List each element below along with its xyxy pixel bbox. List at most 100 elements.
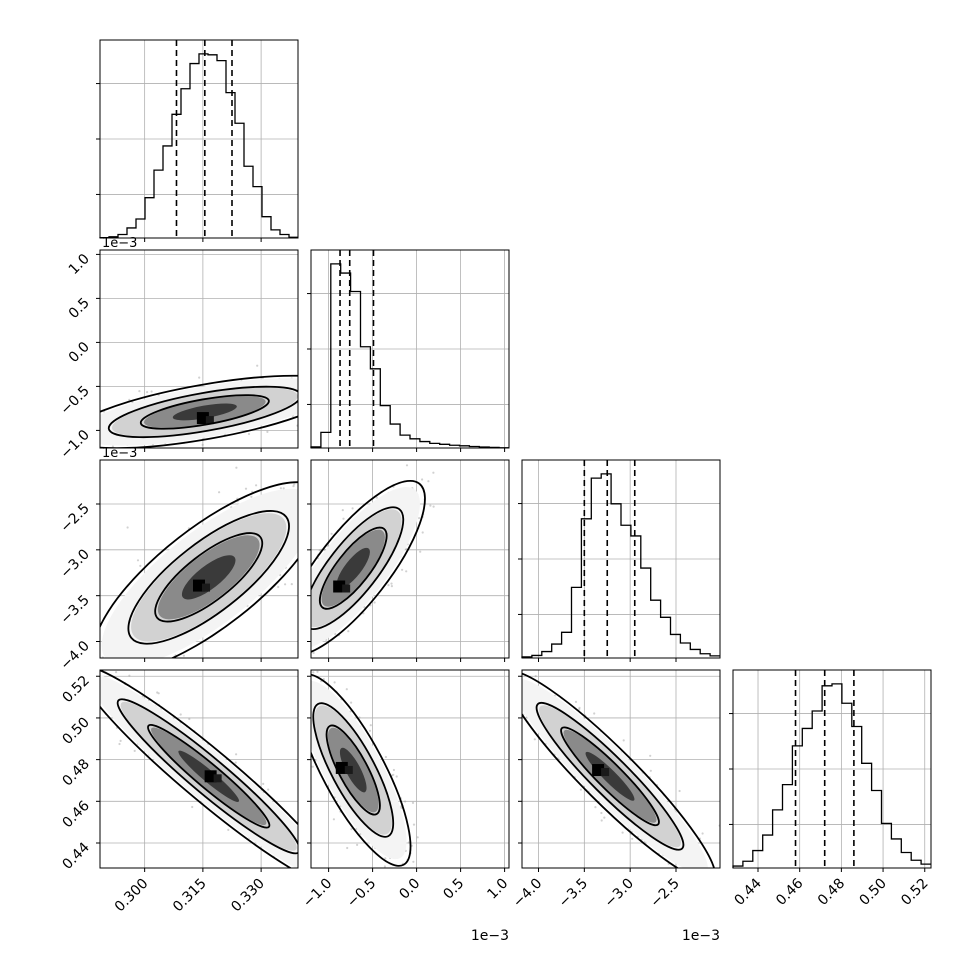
sample-point (593, 712, 596, 715)
sample-point (306, 863, 308, 865)
scatter-panel-1-0 (42, 364, 322, 456)
sample-point (298, 605, 300, 607)
sample-point (42, 454, 44, 456)
sample-point (649, 769, 652, 772)
sample-point (331, 499, 333, 501)
histogram-step-0 (99, 53, 298, 239)
sample-point (689, 875, 691, 877)
panel-2-2-grid (518, 460, 720, 662)
contour-2 (139, 394, 270, 430)
sample-point (323, 850, 325, 852)
sample-point (291, 646, 293, 648)
contour-0 (522, 670, 717, 868)
sample-point (313, 396, 315, 398)
sample-point (519, 668, 521, 670)
sample-point (255, 484, 258, 487)
sample-point (53, 428, 55, 430)
y-tick-label: −2.5 (57, 501, 92, 536)
sample-point (469, 649, 471, 651)
sample-point (351, 507, 354, 510)
y-tick-label: 0.46 (59, 798, 92, 831)
sample-point (323, 501, 325, 503)
sample-point (286, 871, 288, 873)
sample-point (419, 550, 422, 553)
sample-point (490, 636, 492, 638)
scatter-panel-2-0 (72, 455, 357, 699)
sample-point (320, 393, 322, 395)
sample-point (316, 388, 318, 390)
sample-point (301, 622, 303, 624)
sample-point (400, 877, 402, 879)
sample-point (68, 429, 70, 431)
sample-point (306, 390, 308, 392)
sample-point (705, 890, 707, 892)
sample-point (307, 597, 309, 599)
contour-1 (116, 698, 298, 855)
sample-point (81, 662, 83, 664)
sample-point (303, 838, 305, 840)
sample-point (138, 390, 141, 393)
panel-frame-2-1 (310, 459, 510, 659)
x-tick-label: −3.5 (556, 876, 591, 911)
sample-point (311, 765, 314, 768)
sample-point (313, 394, 315, 396)
sample-point (92, 427, 94, 429)
x-tick-label: 0.46 (773, 875, 806, 908)
y-offset-label: 1e−3 (102, 236, 137, 251)
sample-point (179, 713, 182, 716)
sample-point (250, 495, 253, 498)
sample-point (90, 697, 92, 699)
sample-point (314, 478, 316, 480)
contour-2 (560, 726, 660, 827)
sample-point (58, 432, 60, 434)
x-tick-label: −1.0 (300, 876, 335, 911)
contour-2 (154, 532, 264, 623)
sample-point (294, 597, 296, 599)
sample-point (132, 680, 134, 682)
sample-point (302, 700, 304, 702)
sample-point (432, 505, 435, 508)
sample-point (513, 699, 515, 701)
sample-point (421, 904, 423, 906)
sample-point (350, 701, 353, 704)
sample-point (362, 910, 364, 912)
sample-point (29, 622, 31, 624)
sample-point (428, 872, 430, 874)
sample-point (325, 667, 327, 669)
sample-point (308, 612, 310, 614)
x-tick-label: −2.5 (647, 876, 682, 911)
sample-point (578, 706, 581, 710)
y-tick-label: 0.44 (59, 839, 92, 872)
sample-point (314, 827, 316, 829)
sample-point (316, 379, 318, 381)
sample-point (119, 739, 122, 743)
density-peak-2 (601, 768, 610, 777)
sample-point (96, 407, 98, 409)
sample-point (303, 630, 305, 632)
sample-point (73, 626, 75, 628)
sample-point (267, 611, 269, 613)
sample-point (293, 875, 295, 877)
histogram-step-1 (310, 263, 509, 449)
sample-point (312, 858, 314, 860)
sample-point (299, 634, 301, 636)
contour-2 (318, 526, 388, 610)
sample-point (295, 697, 297, 699)
sample-point (326, 876, 328, 878)
sample-point (579, 788, 583, 791)
x-tick-label: 0.330 (228, 876, 268, 916)
sample-point (308, 721, 310, 723)
sample-point (259, 623, 261, 625)
sample-point (510, 709, 512, 711)
sample-point (302, 542, 304, 544)
sample-point (355, 455, 357, 457)
sample-point (279, 663, 281, 665)
panel-frame-1-1 (310, 249, 510, 449)
sample-point (93, 443, 95, 445)
sample-point (309, 873, 311, 875)
sample-point (300, 486, 302, 488)
sample-point (284, 583, 287, 586)
sample-point (156, 691, 159, 694)
sample-point (72, 625, 74, 627)
sample-point (303, 394, 305, 396)
